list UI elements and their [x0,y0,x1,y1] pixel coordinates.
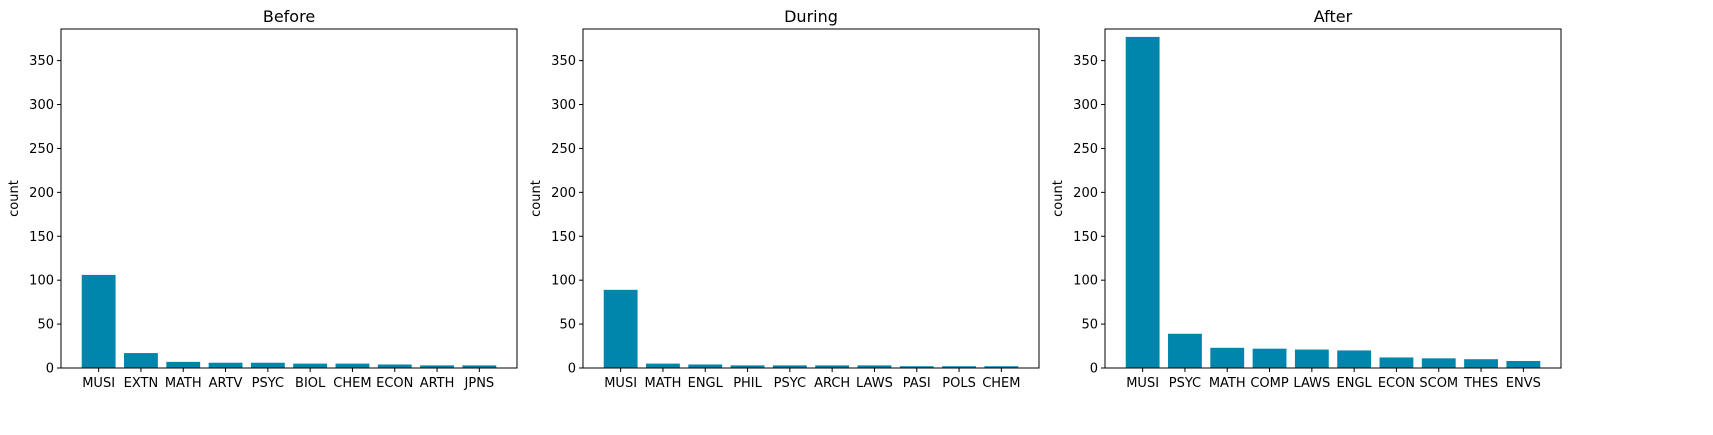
x-tick-label: ENVS [1506,376,1541,391]
bar-musi [603,289,638,368]
y-tick-label: 300 [1073,98,1098,113]
bar-biol [293,363,328,368]
y-axis-label: count [1051,180,1066,217]
axes-frame [60,28,518,369]
y-tick-label: 300 [551,98,576,113]
bar-psyc [250,362,285,368]
x-tick-label: CHEM [333,376,371,391]
y-tick-label: 200 [551,186,576,201]
y-tick-label: 250 [1073,142,1098,157]
x-tick-label: MUSI [604,376,637,391]
x-tick-label: MATH [645,376,682,391]
x-tick-label: ECON [376,376,413,391]
bar-psyc [1168,333,1202,368]
chart-title: During [784,7,838,26]
y-tick-label: 300 [29,98,54,113]
bar-chem [984,366,1019,368]
chart-panel-1: 0 50 100 150 200 250 300 350 MUSI MATH ENGL PHIL PSY… [529,7,1040,391]
x-tick-label: PHIL [733,376,762,391]
y-tick-label: 0 [46,362,54,377]
bar-pols [942,366,976,368]
y-tick-label: 50 [559,318,576,333]
x-tick-label: SCOM [1419,376,1458,391]
bar-jpns [462,365,497,368]
x-tick-label: ARCH [814,376,850,391]
chart-title: After [1314,7,1353,26]
bar-thes [1464,359,1498,368]
x-tick-label: ARTV [209,376,243,391]
x-tick-label: POLS [942,376,976,391]
y-tick-label: 200 [29,186,54,201]
bar-extn [124,353,158,368]
chart-title: Before [263,7,315,26]
bar-math [646,363,680,368]
y-tick-label: 200 [1073,186,1098,201]
bar-econ [377,364,412,368]
bar-chem [335,363,370,368]
bar-musi [1125,36,1160,368]
x-tick-label: LAWS [856,376,893,391]
x-tick-label: ENGL [688,376,724,391]
x-tick-label: ECON [1378,376,1415,391]
bar-math [1210,347,1245,368]
x-tick-label: EXTN [124,376,159,391]
y-tick-label: 250 [29,142,54,157]
axes-frame [582,28,1040,369]
x-tick-label: PSYC [1169,376,1201,391]
x-tick-label: PSYC [774,376,806,391]
x-tick-label: PASI [903,376,931,391]
y-tick-label: 100 [551,274,576,289]
x-tick-label: MUSI [1126,376,1159,391]
y-tick-label: 0 [568,362,576,377]
y-tick-label: 50 [1081,318,1098,333]
y-axis-label: count [7,180,22,217]
y-axis-label: count [529,180,544,217]
chart-panel-0: 0 50 100 150 200 250 300 350 MUSI EXTN MATH ARTV PSY… [7,7,518,391]
x-tick-label: ARTH [420,376,455,391]
y-tick-label: 150 [1073,230,1098,245]
y-tick-label: 150 [551,230,576,245]
bar-engl [1337,350,1372,368]
y-tick-label: 50 [37,318,54,333]
bar-psyc [772,365,807,368]
axes-frame [1104,28,1562,369]
bar-musi [81,274,116,368]
bar-laws [1294,349,1329,368]
x-tick-label: JPNS [464,376,495,391]
y-tick-label: 100 [29,274,54,289]
x-tick-label: ENGL [1337,376,1373,391]
chart-panel-2: 0 50 100 150 200 250 300 350 MUSI PSYC MATH COMP LAW… [1051,7,1562,391]
x-tick-label: MATH [165,376,202,391]
bar-phil [730,365,765,368]
x-tick-label: PSYC [252,376,284,391]
y-tick-label: 150 [29,230,54,245]
y-tick-label: 350 [29,54,54,69]
bar-math [166,361,201,368]
y-tick-label: 0 [1090,362,1098,377]
bar-econ [1379,357,1414,368]
bar-artv [208,362,243,368]
x-tick-label: LAWS [1293,376,1330,391]
bar-pasi [899,366,934,368]
x-tick-label: MUSI [82,376,115,391]
x-tick-label: BIOL [295,376,326,391]
y-tick-label: 100 [1073,274,1098,289]
y-tick-label: 350 [551,54,576,69]
bar-engl [688,364,723,368]
y-tick-label: 350 [1073,54,1098,69]
x-tick-label: CHEM [982,376,1020,391]
bar-scom [1421,358,1456,368]
x-tick-label: MATH [1209,376,1246,391]
x-tick-label: COMP [1250,376,1289,391]
bar-laws [857,365,892,368]
x-tick-label: THES [1463,376,1498,391]
bar-arth [420,365,454,368]
bar-comp [1252,348,1287,368]
bar-arch [815,365,850,368]
bar-envs [1506,360,1541,368]
y-tick-label: 250 [551,142,576,157]
